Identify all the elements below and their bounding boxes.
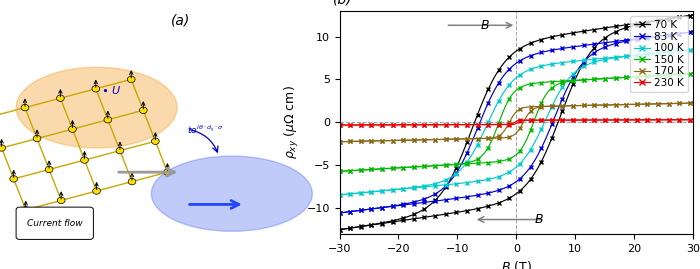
100 K xyxy=(617,55,626,58)
170 K xyxy=(617,103,626,106)
170 K xyxy=(491,136,499,139)
83 K xyxy=(617,39,626,42)
150 K xyxy=(689,72,697,75)
Text: $B$: $B$ xyxy=(534,213,544,226)
Text: $B$: $B$ xyxy=(480,19,489,32)
Line: 100 K: 100 K xyxy=(338,48,694,197)
Circle shape xyxy=(92,86,99,92)
Circle shape xyxy=(21,104,29,111)
230 K xyxy=(611,118,620,122)
100 K xyxy=(689,48,697,51)
83 K xyxy=(578,44,587,47)
Circle shape xyxy=(128,178,136,185)
150 K xyxy=(611,76,620,80)
Circle shape xyxy=(92,188,101,194)
Circle shape xyxy=(33,135,41,142)
100 K xyxy=(372,190,380,193)
70 K xyxy=(689,13,697,17)
230 K xyxy=(335,123,344,127)
230 K xyxy=(491,123,499,126)
Line: 170 K: 170 K xyxy=(338,101,694,143)
100 K xyxy=(478,133,486,136)
70 K xyxy=(578,30,587,33)
Circle shape xyxy=(57,95,64,101)
Circle shape xyxy=(69,126,76,132)
Circle shape xyxy=(139,107,147,114)
Circle shape xyxy=(10,176,18,182)
150 K xyxy=(491,131,499,134)
170 K xyxy=(372,139,380,143)
170 K xyxy=(578,104,587,107)
Circle shape xyxy=(116,147,124,154)
100 K xyxy=(578,59,587,62)
83 K xyxy=(335,211,344,215)
Circle shape xyxy=(57,197,65,204)
Text: (b): (b) xyxy=(332,0,352,6)
83 K xyxy=(491,87,499,90)
230 K xyxy=(689,118,697,121)
Text: (a): (a) xyxy=(171,13,190,27)
150 K xyxy=(578,78,587,82)
Y-axis label: $\rho_{xy}$ ($\mu\Omega$ cm): $\rho_{xy}$ ($\mu\Omega$ cm) xyxy=(283,86,301,159)
150 K xyxy=(478,154,486,157)
230 K xyxy=(617,118,626,122)
170 K xyxy=(611,103,620,107)
Line: 70 K: 70 K xyxy=(338,13,694,231)
100 K xyxy=(335,193,344,197)
100 K xyxy=(491,106,499,109)
Line: 230 K: 230 K xyxy=(338,118,694,127)
70 K xyxy=(335,228,344,231)
Ellipse shape xyxy=(16,67,177,148)
70 K xyxy=(611,25,620,28)
70 K xyxy=(617,24,626,27)
170 K xyxy=(478,137,486,140)
83 K xyxy=(372,207,380,210)
150 K xyxy=(617,76,626,79)
170 K xyxy=(689,101,697,105)
Circle shape xyxy=(80,157,88,163)
70 K xyxy=(491,74,499,77)
70 K xyxy=(478,101,486,104)
150 K xyxy=(372,168,380,171)
230 K xyxy=(372,123,380,127)
83 K xyxy=(478,115,486,118)
Circle shape xyxy=(127,76,135,83)
150 K xyxy=(335,170,344,173)
X-axis label: $B$ (T): $B$ (T) xyxy=(500,259,532,269)
Circle shape xyxy=(151,138,159,144)
83 K xyxy=(689,30,697,33)
Text: Current flow: Current flow xyxy=(27,219,83,228)
Circle shape xyxy=(164,169,172,175)
Circle shape xyxy=(0,145,6,151)
Circle shape xyxy=(46,166,53,173)
230 K xyxy=(478,123,486,126)
Circle shape xyxy=(22,207,29,213)
Legend: 70 K, 83 K, 100 K, 150 K, 170 K, 230 K: 70 K, 83 K, 100 K, 150 K, 170 K, 230 K xyxy=(630,16,688,92)
Circle shape xyxy=(104,116,112,123)
Line: 150 K: 150 K xyxy=(338,72,694,173)
70 K xyxy=(372,222,380,226)
FancyBboxPatch shape xyxy=(16,207,93,239)
Line: 83 K: 83 K xyxy=(338,30,694,215)
100 K xyxy=(611,56,620,59)
Text: $te^{i\theta \cdot d_{ij} \cdot \sigma}$: $te^{i\theta \cdot d_{ij} \cdot \sigma}$ xyxy=(187,124,223,136)
83 K xyxy=(611,40,620,43)
Text: $\bullet$ $U$: $\bullet$ $U$ xyxy=(102,84,122,96)
Ellipse shape xyxy=(151,156,312,231)
230 K xyxy=(578,118,587,122)
170 K xyxy=(335,140,344,143)
